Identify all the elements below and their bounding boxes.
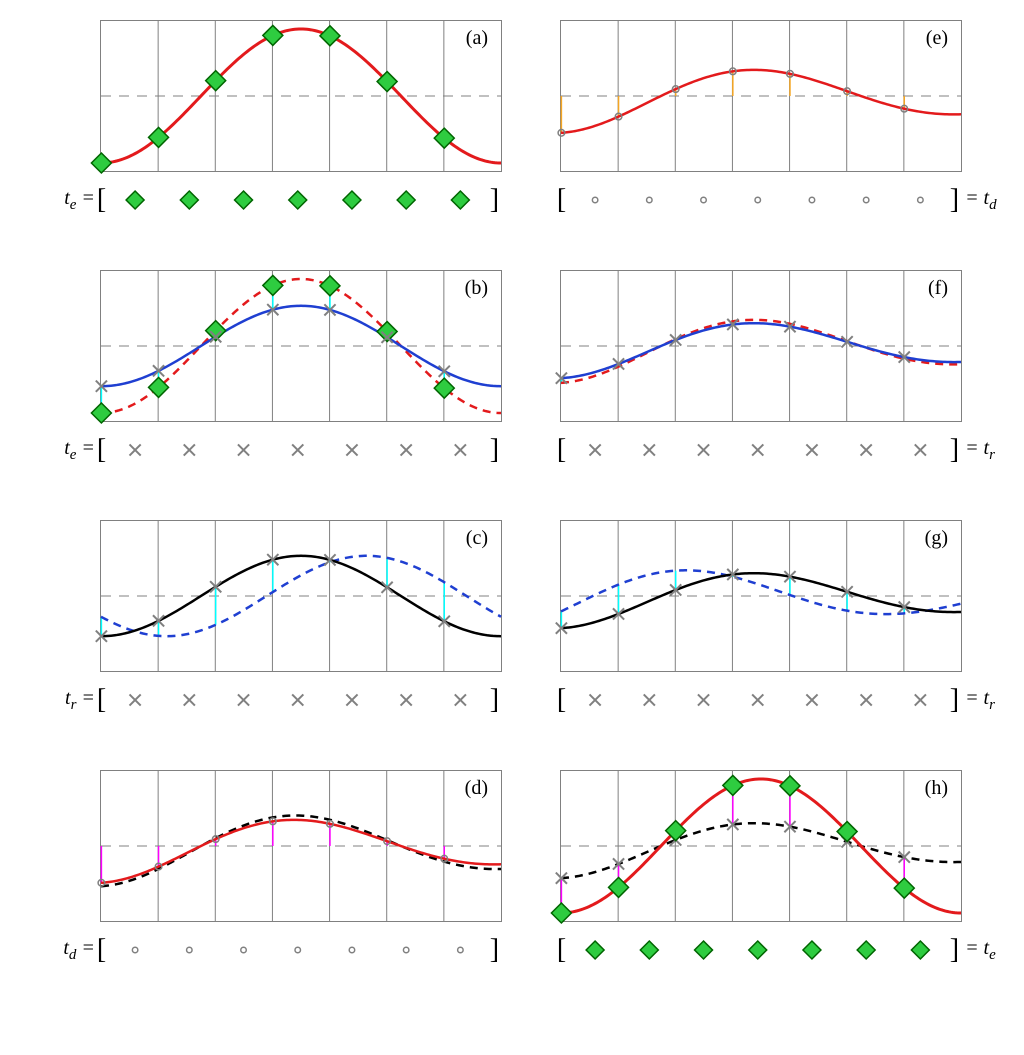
panel-svg-e (561, 21, 961, 171)
panel-svg-b (101, 271, 501, 421)
marker-strip (108, 685, 487, 715)
bracket-open: [ (555, 184, 568, 216)
marker-strip (568, 435, 947, 465)
axis-post-label: = te (961, 937, 1020, 964)
bracket-open: [ (95, 184, 108, 216)
marker-strip (568, 685, 947, 715)
marker-strip (108, 185, 487, 215)
panel-d: (d) (100, 770, 502, 922)
axis-row-3-right: []= te (500, 935, 1020, 965)
bracket-open: [ (555, 434, 568, 466)
bracket-open: [ (95, 434, 108, 466)
panel-svg-d (101, 771, 501, 921)
panel-svg-f (561, 271, 961, 421)
panel-h: (h) (560, 770, 962, 922)
axis-row-0-right: []= td (500, 185, 1020, 215)
panel-label-h: (h) (922, 777, 951, 800)
axis-row-3-left: td =[] (40, 935, 560, 965)
panel-f: (f) (560, 270, 962, 422)
axis-row-1-right: []= tr (500, 435, 1020, 465)
marker-strip (568, 185, 947, 215)
panel-label-a: (a) (463, 27, 491, 50)
panel-svg-a (101, 21, 501, 171)
bracket-close: ] (948, 434, 961, 466)
axis-post-label: = tr (961, 687, 1020, 714)
figure-container: (a)(b)(c)(d)(e)(f)(g)(h)te =[][]= tdte =… (20, 20, 1004, 1035)
axis-row-2-right: []= tr (500, 685, 1020, 715)
bracket-open: [ (555, 684, 568, 716)
panel-svg-c (101, 521, 501, 671)
marker-strip (568, 935, 947, 965)
panel-b: (b) (100, 270, 502, 422)
axis-post-label: = tr (961, 437, 1020, 464)
panel-svg-h (561, 771, 961, 921)
panel-g: (g) (560, 520, 962, 672)
panel-label-d: (d) (462, 777, 491, 800)
panel-e: (e) (560, 20, 962, 172)
bracket-close: ] (948, 934, 961, 966)
panel-label-c: (c) (463, 527, 491, 550)
axis-row-2-left: tr =[] (40, 685, 560, 715)
marker-strip (108, 435, 487, 465)
axis-pre-label: tr = (40, 687, 95, 714)
panel-label-b: (b) (462, 277, 491, 300)
marker-strip (108, 935, 487, 965)
panel-label-g: (g) (922, 527, 951, 550)
bracket-open: [ (95, 684, 108, 716)
panel-a: (a) (100, 20, 502, 172)
panel-svg-g (561, 521, 961, 671)
axis-row-1-left: te =[] (40, 435, 560, 465)
bracket-open: [ (95, 934, 108, 966)
axis-row-0-left: te =[] (40, 185, 560, 215)
bracket-close: ] (948, 184, 961, 216)
panel-label-e: (e) (923, 27, 951, 50)
bracket-close: ] (948, 684, 961, 716)
bracket-open: [ (555, 934, 568, 966)
panel-label-f: (f) (925, 277, 951, 300)
axis-pre-label: te = (40, 437, 95, 464)
axis-pre-label: te = (40, 187, 95, 214)
axis-post-label: = td (961, 187, 1020, 214)
panel-c: (c) (100, 520, 502, 672)
axis-pre-label: td = (40, 937, 95, 964)
